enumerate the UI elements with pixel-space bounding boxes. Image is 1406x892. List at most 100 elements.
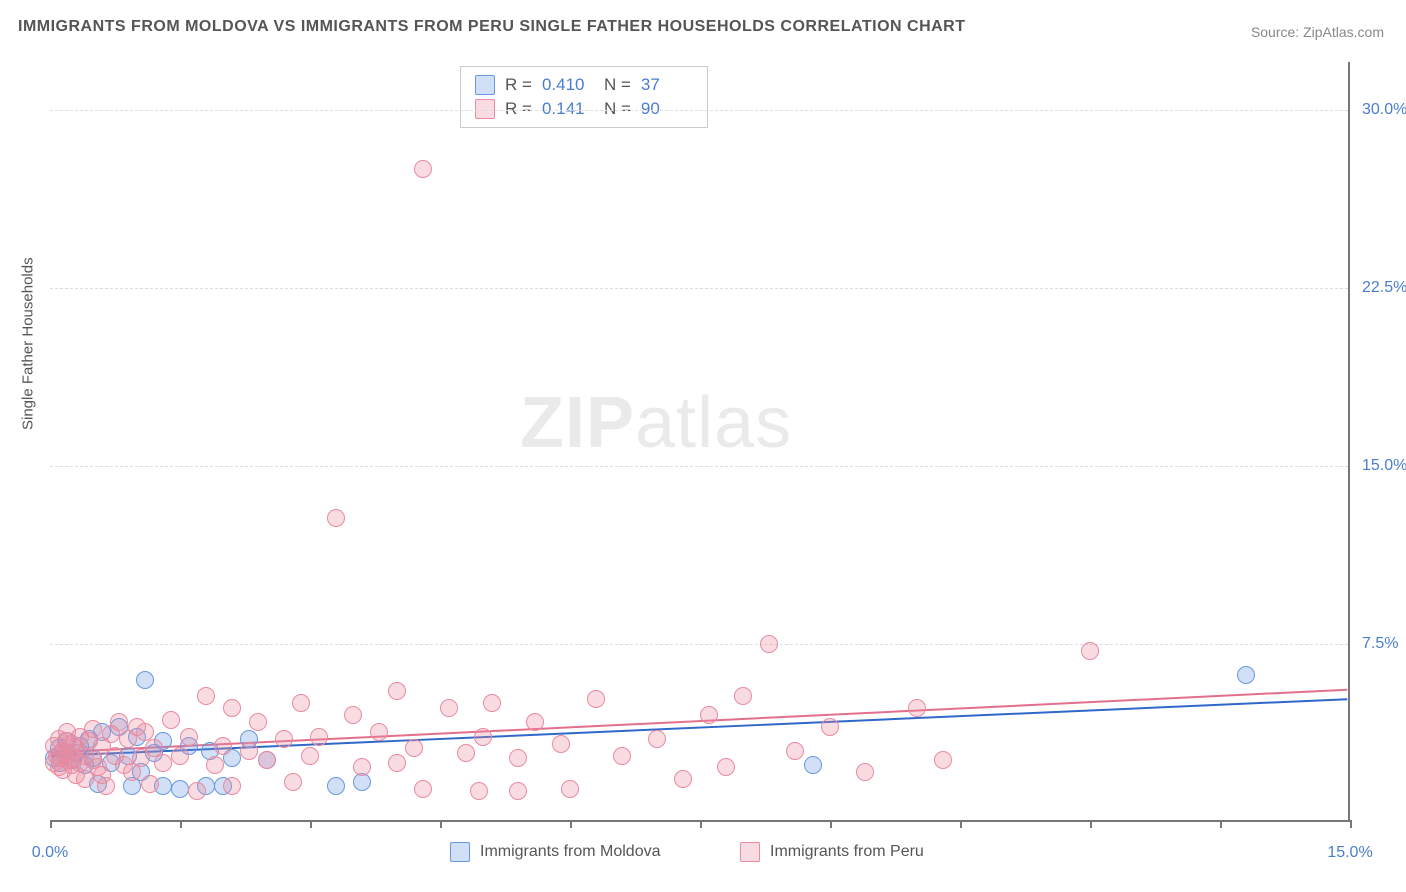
y-axis-label: Single Father Households <box>20 257 37 430</box>
data-point <box>162 711 180 729</box>
data-point <box>301 747 319 765</box>
data-point <box>154 754 172 772</box>
n-label: N = <box>604 75 631 95</box>
data-point <box>440 699 458 717</box>
data-point <box>171 780 189 798</box>
data-point <box>821 718 839 736</box>
legend-row-moldova: R = 0.410 N = 37 <box>475 73 693 97</box>
plot-area: ZIPatlas R = 0.410 N = 37 R = 0.141 N = … <box>50 62 1350 822</box>
data-point <box>760 635 778 653</box>
y-tick-label: 7.5% <box>1362 635 1398 653</box>
data-point <box>284 773 302 791</box>
data-point <box>223 777 241 795</box>
data-point <box>734 687 752 705</box>
x-tick-label: 15.0% <box>1327 844 1372 862</box>
chart-title: IMMIGRANTS FROM MOLDOVA VS IMMIGRANTS FR… <box>18 18 966 36</box>
watermark-bold: ZIP <box>520 383 635 463</box>
x-tick <box>830 820 832 828</box>
watermark-light: atlas <box>635 383 792 463</box>
data-point <box>249 713 267 731</box>
data-point <box>136 723 154 741</box>
data-point <box>310 728 328 746</box>
grid-horizontal <box>50 110 1348 111</box>
series-legend-moldova: Immigrants from Moldova <box>450 842 661 862</box>
source-attribution: Source: ZipAtlas.com <box>1251 24 1384 40</box>
data-point <box>587 690 605 708</box>
swatch-moldova <box>475 75 495 95</box>
data-point <box>700 706 718 724</box>
r-value-moldova: 0.410 <box>542 75 594 95</box>
n-value-moldova: 37 <box>641 75 693 95</box>
data-point <box>136 671 154 689</box>
series-label-moldova: Immigrants from Moldova <box>480 843 661 861</box>
data-point <box>856 763 874 781</box>
data-point <box>84 720 102 738</box>
data-point <box>292 694 310 712</box>
data-point <box>509 749 527 767</box>
data-point <box>180 728 198 746</box>
swatch-moldova <box>450 842 470 862</box>
data-point <box>457 744 475 762</box>
data-point <box>327 777 345 795</box>
data-point <box>258 751 276 769</box>
grid-horizontal <box>50 288 1348 289</box>
x-tick <box>310 820 312 828</box>
x-tick <box>960 820 962 828</box>
data-point <box>1237 666 1255 684</box>
data-point <box>110 713 128 731</box>
data-point <box>388 682 406 700</box>
data-point <box>214 737 232 755</box>
data-point <box>206 756 224 774</box>
data-point <box>405 739 423 757</box>
data-point <box>474 728 492 746</box>
data-point <box>223 699 241 717</box>
grid-horizontal <box>50 466 1348 467</box>
x-tick <box>700 820 702 828</box>
data-point <box>674 770 692 788</box>
x-tick <box>1350 820 1352 828</box>
data-point <box>1081 642 1099 660</box>
series-label-peru: Immigrants from Peru <box>770 843 924 861</box>
data-point <box>613 747 631 765</box>
data-point <box>552 735 570 753</box>
data-point <box>414 160 432 178</box>
data-point <box>171 747 189 765</box>
data-point <box>526 713 544 731</box>
data-point <box>717 758 735 776</box>
data-point <box>414 780 432 798</box>
data-point <box>388 754 406 772</box>
data-point <box>483 694 501 712</box>
y-tick-label: 22.5% <box>1362 279 1406 297</box>
grid-horizontal <box>50 644 1348 645</box>
data-point <box>908 699 926 717</box>
x-tick-label: 0.0% <box>32 844 68 862</box>
correlation-legend: R = 0.410 N = 37 R = 0.141 N = 90 <box>460 66 708 128</box>
data-point <box>327 509 345 527</box>
data-point <box>353 758 371 776</box>
data-point <box>97 777 115 795</box>
data-point <box>470 782 488 800</box>
data-point <box>804 756 822 774</box>
y-tick-label: 30.0% <box>1362 101 1406 119</box>
trend-lines-layer <box>50 62 1348 820</box>
data-point <box>275 730 293 748</box>
x-tick <box>1090 820 1092 828</box>
data-point <box>934 751 952 769</box>
x-tick <box>50 820 52 828</box>
data-point <box>509 782 527 800</box>
watermark: ZIPatlas <box>520 382 792 464</box>
data-point <box>561 780 579 798</box>
series-legend-peru: Immigrants from Peru <box>740 842 924 862</box>
data-point <box>197 687 215 705</box>
x-tick <box>180 820 182 828</box>
data-point <box>344 706 362 724</box>
data-point <box>370 723 388 741</box>
data-point <box>786 742 804 760</box>
x-tick <box>440 820 442 828</box>
data-point <box>141 775 159 793</box>
x-tick <box>1220 820 1222 828</box>
y-tick-label: 15.0% <box>1362 457 1406 475</box>
swatch-peru <box>740 842 760 862</box>
x-tick <box>570 820 572 828</box>
data-point <box>648 730 666 748</box>
